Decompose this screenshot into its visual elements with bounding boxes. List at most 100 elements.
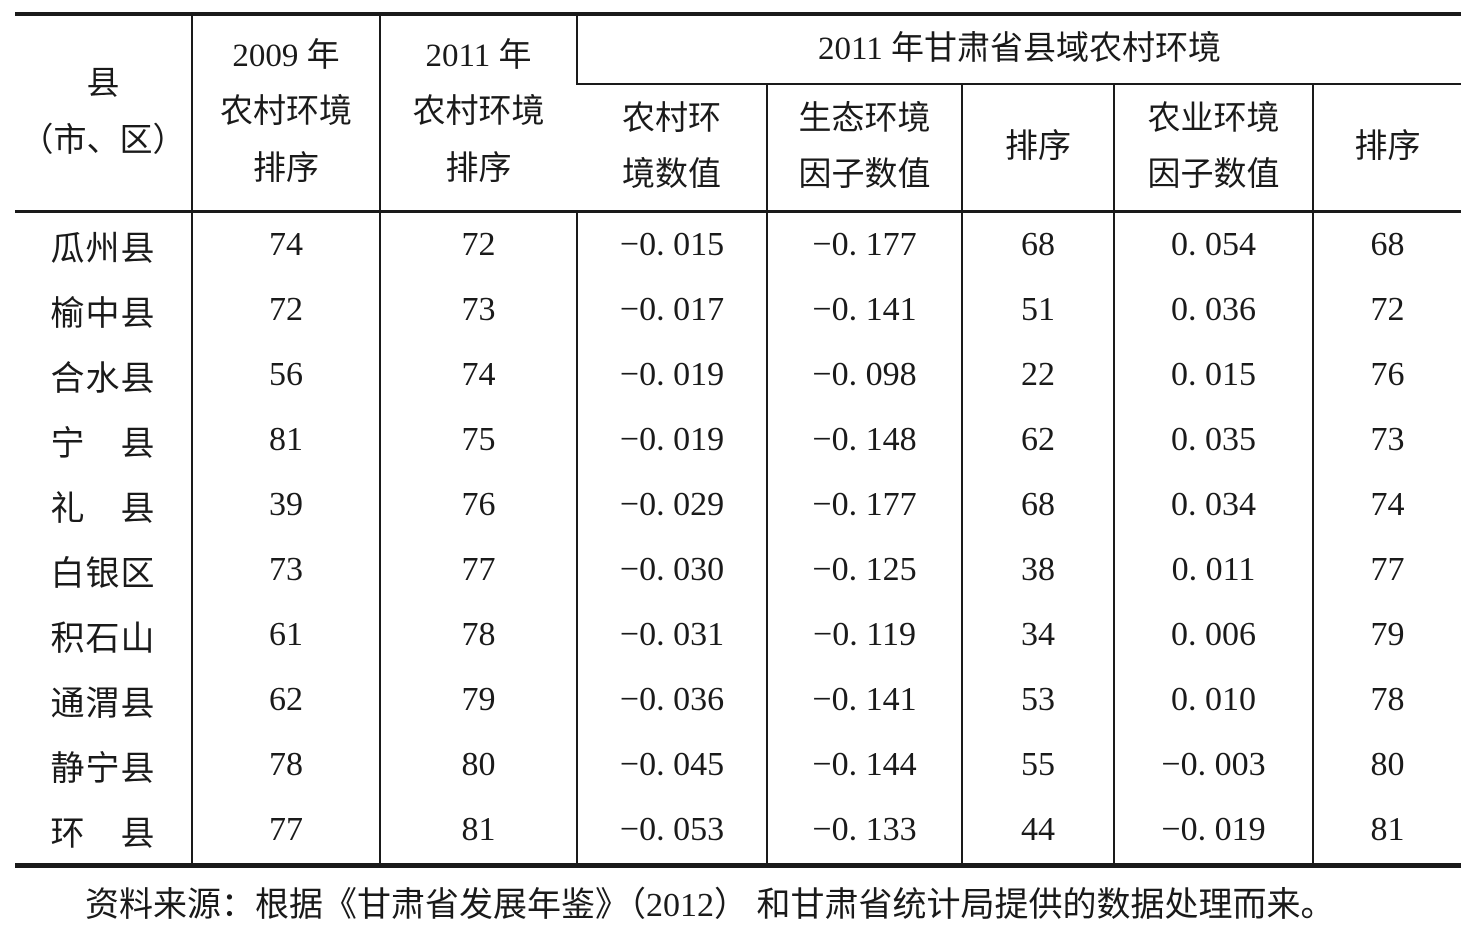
header-agri-rank: 排序: [1311, 84, 1462, 211]
table-row: 环 县 77 81 −0. 053 −0. 133 44 −0. 019 81: [15, 797, 1462, 865]
cell-env_value: −0. 019: [576, 342, 767, 408]
cell-r2009: 61: [191, 602, 380, 668]
cell-agri_rank: 76: [1311, 342, 1462, 408]
cell-eco_value: −0. 148: [766, 407, 962, 473]
table-row: 榆中县 72 73 −0. 017 −0. 141 51 0. 036 72: [15, 277, 1462, 343]
cell-env_value: −0. 036: [576, 667, 767, 733]
cell-agri_rank: 79: [1311, 602, 1462, 668]
cell-eco_value: −0. 119: [766, 602, 962, 668]
source-note: 资料来源：根据《甘肃省发展年鉴》（2012） 和甘肃省统计局提供的数据处理而来。: [85, 887, 1335, 924]
cell-eco_rank: 62: [961, 407, 1114, 473]
cell-r2011: 72: [379, 211, 577, 278]
cell-county: 环 县: [50, 815, 156, 853]
cell-county: 积石山: [50, 620, 156, 658]
cell-eco_value: −0. 141: [766, 277, 962, 343]
cell-eco_rank: 53: [961, 667, 1114, 733]
cell-r2009: 81: [191, 407, 380, 473]
cell-env_value: −0. 053: [576, 797, 767, 865]
cell-agri_rank: 74: [1311, 472, 1462, 538]
cell-agri_rank: 81: [1311, 797, 1462, 865]
cell-agri_value: 0. 034: [1113, 472, 1313, 538]
header-rank-2011: 2011 年 农村环境 排序: [379, 14, 577, 211]
cell-county: 白银区: [50, 555, 156, 593]
rural-environment-table: 县 （市、区） 2009 年 农村环境 排序 2011 年 农村环境 排序 20…: [15, 12, 1462, 868]
cell-eco_rank: 55: [961, 732, 1114, 798]
table-row: 瓜州县 74 72 −0. 015 −0. 177 68 0. 054 68: [15, 211, 1462, 278]
table-row: 宁 县 81 75 −0. 019 −0. 148 62 0. 035 73: [15, 407, 1462, 473]
header-env-value: 农村环 境数值: [622, 100, 721, 194]
cell-eco_rank: 68: [961, 211, 1114, 278]
table-row: 合水县 56 74 −0. 019 −0. 098 22 0. 015 76: [15, 342, 1462, 408]
cell-r2009: 73: [191, 537, 380, 603]
cell-eco_rank: 51: [961, 277, 1114, 343]
cell-r2009: 72: [191, 277, 380, 343]
cell-eco_value: −0. 125: [766, 537, 962, 603]
cell-agri_value: 0. 011: [1113, 537, 1313, 603]
cell-eco_value: −0. 098: [766, 342, 962, 408]
cell-agri_value: 0. 054: [1113, 211, 1313, 278]
cell-r2011: 74: [379, 342, 577, 408]
cell-agri_rank: 72: [1311, 277, 1462, 343]
cell-eco_value: −0. 177: [766, 211, 962, 278]
cell-county: 静宁县: [50, 750, 156, 788]
cell-r2009: 39: [191, 472, 380, 538]
cell-env_value: −0. 045: [576, 732, 767, 798]
cell-r2011: 79: [379, 667, 577, 733]
cell-r2009: 74: [191, 211, 380, 278]
cell-eco_value: −0. 144: [766, 732, 962, 798]
cell-agri_value: 0. 006: [1113, 602, 1313, 668]
header-eco-value: 生态环境 因子数值: [766, 84, 962, 211]
cell-county: 榆中县: [50, 295, 156, 333]
table-row: 通渭县 62 79 −0. 036 −0. 141 53 0. 010 78: [15, 667, 1462, 733]
cell-eco_rank: 68: [961, 472, 1114, 538]
cell-env_value: −0. 030: [576, 537, 767, 603]
cell-r2011: 77: [379, 537, 577, 603]
cell-agri_value: 0. 010: [1113, 667, 1313, 733]
cell-r2011: 80: [379, 732, 577, 798]
cell-agri_value: −0. 003: [1113, 732, 1313, 798]
header-row-sub: 农村环 境数值 生态环境 因子数值 排序 农业环境 因子数值 排序: [15, 84, 1462, 211]
header-county: 县 （市、区）: [20, 66, 186, 159]
cell-r2011: 76: [379, 472, 577, 538]
cell-county: 礼 县: [50, 490, 156, 528]
header-group-2011: 2011 年甘肃省县域农村环境: [575, 14, 1462, 85]
cell-env_value: −0. 017: [576, 277, 767, 343]
cell-r2011: 73: [379, 277, 577, 343]
cell-agri_value: −0. 019: [1113, 797, 1313, 865]
table-header: 县 （市、区） 2009 年 农村环境 排序 2011 年 农村环境 排序 20…: [15, 14, 1462, 211]
cell-county: 合水县: [50, 360, 156, 398]
cell-county: 通渭县: [50, 685, 156, 723]
cell-env_value: −0. 029: [576, 472, 767, 538]
cell-county: 宁 县: [50, 425, 156, 463]
cell-env_value: −0. 015: [576, 211, 767, 278]
cell-eco_rank: 38: [961, 537, 1114, 603]
cell-agri_rank: 73: [1311, 407, 1462, 473]
cell-eco_value: −0. 141: [766, 667, 962, 733]
table-row: 积石山 61 78 −0. 031 −0. 119 34 0. 006 79: [15, 602, 1462, 668]
table-row: 白银区 73 77 −0. 030 −0. 125 38 0. 011 77: [15, 537, 1462, 603]
cell-agri_value: 0. 035: [1113, 407, 1313, 473]
cell-r2011: 81: [379, 797, 577, 865]
cell-eco_value: −0. 133: [766, 797, 962, 865]
cell-eco_rank: 34: [961, 602, 1114, 668]
header-eco-rank: 排序: [961, 84, 1114, 211]
cell-eco_rank: 22: [961, 342, 1114, 408]
cell-agri_rank: 78: [1311, 667, 1462, 733]
header-row-top: 县 （市、区） 2009 年 农村环境 排序 2011 年 农村环境 排序 20…: [15, 14, 1462, 211]
cell-r2009: 78: [191, 732, 380, 798]
cell-r2009: 62: [191, 667, 380, 733]
cell-county: 瓜州县: [50, 230, 156, 268]
table-row: 礼 县 39 76 −0. 029 −0. 177 68 0. 034 74: [15, 472, 1462, 538]
cell-agri_value: 0. 036: [1113, 277, 1313, 343]
header-rank-2009: 2009 年 农村环境 排序: [191, 14, 380, 211]
cell-agri_rank: 77: [1311, 537, 1462, 603]
table-body: 瓜州县 74 72 −0. 015 −0. 177 68 0. 054 68 榆中县 72 73 −0…: [15, 211, 1462, 865]
cell-eco_rank: 44: [961, 797, 1114, 865]
table-row: 静宁县 78 80 −0. 045 −0. 144 55 −0. 003 80: [15, 732, 1462, 798]
cell-r2009: 77: [191, 797, 380, 865]
cell-eco_value: −0. 177: [766, 472, 962, 538]
cell-r2011: 75: [379, 407, 577, 473]
cell-agri_rank: 68: [1311, 211, 1462, 278]
cell-agri_rank: 80: [1311, 732, 1462, 798]
